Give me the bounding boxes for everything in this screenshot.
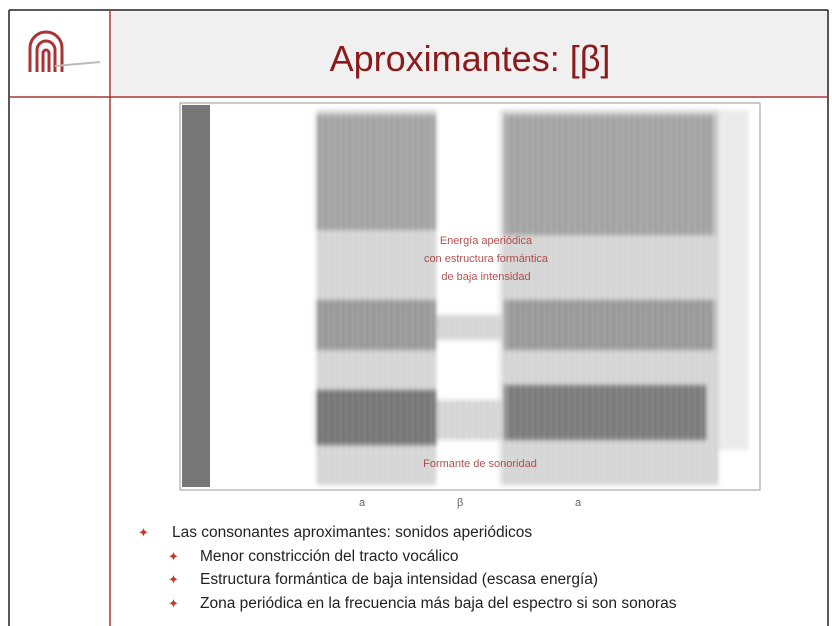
annotation: Energía aperiódica	[386, 235, 586, 247]
bullet-icon: ✦	[138, 525, 149, 541]
annotation: con estructura formántica	[386, 253, 586, 265]
segment-label: β	[457, 497, 463, 509]
annotation: de baja intensidad	[386, 271, 586, 283]
bullet-text: Las consonantes aproximantes: sonidos ap…	[172, 524, 532, 542]
segment-label: a	[359, 497, 365, 509]
bullet-icon: ✦	[168, 596, 179, 612]
bullet-icon: ✦	[168, 549, 179, 565]
slide-title: Aproximantes: [β]	[112, 38, 828, 80]
bullet-text: Menor constricción del tracto vocálico	[200, 548, 458, 566]
annotation: Formante de sonoridad	[380, 458, 580, 470]
bullet-icon: ✦	[168, 572, 179, 588]
bullet-text: Zona periódica en la frecuencia más baja…	[200, 595, 676, 613]
segment-label: a	[575, 497, 581, 509]
spectrogram	[180, 103, 760, 490]
slide: Aproximantes: [β] Energía aperiódica con…	[0, 0, 832, 626]
bullet-text: Estructura formántica de baja intensidad…	[200, 571, 598, 589]
